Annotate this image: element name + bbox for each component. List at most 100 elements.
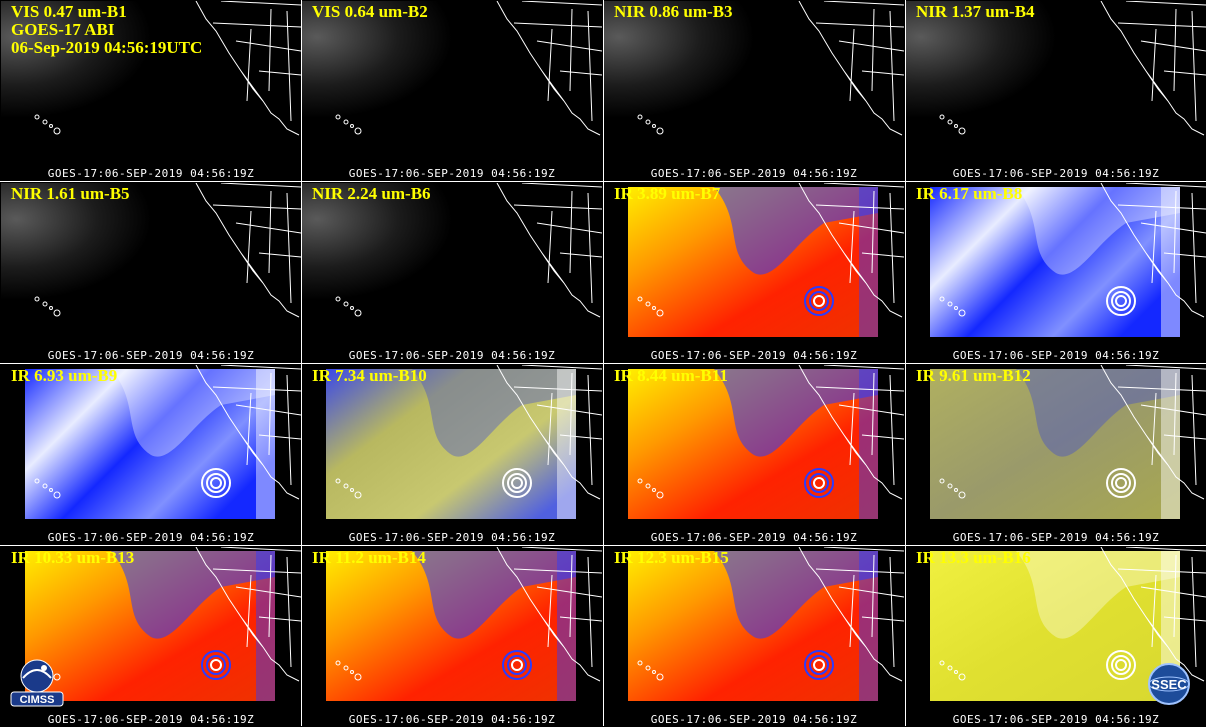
cloud-band xyxy=(111,369,275,457)
svg-text:SSEC: SSEC xyxy=(1151,677,1187,692)
satellite-image xyxy=(628,365,904,519)
coastline xyxy=(195,1,301,136)
hurricane-swirl xyxy=(804,286,834,316)
panel-timestamp: GOES-17:06-SEP-2019 04:56:19Z xyxy=(47,349,255,362)
hurricane-swirl xyxy=(804,468,834,498)
cloud-band xyxy=(1016,551,1180,639)
band-label: IR 12.3 um-B15 xyxy=(614,548,729,567)
cloud-band xyxy=(412,551,576,639)
band-label: IR 11.2 um-B14 xyxy=(312,548,426,567)
hawaii-islands xyxy=(939,296,966,317)
imagery-field xyxy=(930,369,1180,519)
panel-timestamp: GOES-17:06-SEP-2019 04:56:19Z xyxy=(952,531,1160,544)
band-label: IR 3.89 um-B7 xyxy=(614,184,721,203)
band-panel: NIR 2.24 um-B6 GOES-17:06-SEP-2019 04:56:… xyxy=(302,183,602,363)
satellite-image xyxy=(326,365,602,519)
observation-datetime: 06-Sep-2019 04:56:19UTC xyxy=(11,38,203,57)
band-label: IR 7.34 um-B10 xyxy=(312,366,427,385)
band-label: IR 10.33 um-B13 xyxy=(11,548,135,567)
band-label: IR 6.17 um-B8 xyxy=(916,184,1023,203)
cloud-band xyxy=(1016,187,1180,275)
coastline xyxy=(1100,547,1206,682)
band-panel: IR 8.44 um-B11 GOES-17:06-SEP-2019 04:56:… xyxy=(604,365,904,545)
coastal-cloud xyxy=(256,551,275,701)
band-label: IR 6.93 um-B9 xyxy=(11,366,118,385)
hawaii-islands xyxy=(335,114,362,135)
band-label: NIR 1.61 um-B5 xyxy=(11,184,130,203)
band-label: NIR 0.86 um-B3 xyxy=(614,2,733,21)
hurricane-swirl xyxy=(502,468,532,498)
hawaii-islands xyxy=(335,296,362,317)
imagery-field xyxy=(25,369,275,519)
hawaii-islands xyxy=(335,660,362,681)
band-panel: IR 3.89 um-B7 GOES-17:06-SEP-2019 04:56:1… xyxy=(604,183,904,363)
cloud-band xyxy=(111,551,275,639)
satellite-image xyxy=(25,547,301,701)
band-panel: IR 6.93 um-B9 GOES-17:06-SEP-2019 04:56:1… xyxy=(1,365,301,545)
hurricane-swirl xyxy=(1106,650,1136,680)
panel-timestamp: GOES-17:06-SEP-2019 04:56:19Z xyxy=(952,713,1160,726)
hawaii-islands xyxy=(939,114,966,135)
hawaii-islands xyxy=(637,296,664,317)
coastal-cloud xyxy=(859,187,878,337)
imagery-field xyxy=(930,187,1180,337)
hawaii-islands xyxy=(335,478,362,499)
coastline xyxy=(798,183,904,318)
coastline xyxy=(1100,365,1206,500)
band-panel: IR 12.3 um-B15 GOES-17:06-SEP-2019 04:56:… xyxy=(604,547,904,727)
cloud-band xyxy=(714,551,878,639)
band-label: VIS 0.47 um-B1 xyxy=(11,2,127,21)
band-label: IR 9.61 um-B12 xyxy=(916,366,1031,385)
ssec-logo: SSEC xyxy=(1140,660,1198,708)
satellite-image xyxy=(1,183,301,363)
hawaii-islands xyxy=(939,660,966,681)
hurricane-swirl xyxy=(1106,468,1136,498)
satellite-image xyxy=(302,1,602,181)
coastal-cloud xyxy=(256,369,275,519)
band-label: NIR 1.37 um-B4 xyxy=(916,2,1035,21)
panel-timestamp: GOES-17:06-SEP-2019 04:56:19Z xyxy=(348,531,556,544)
hawaii-islands xyxy=(34,296,61,317)
coastal-cloud xyxy=(859,369,878,519)
hawaii-islands xyxy=(637,660,664,681)
panel-timestamp: GOES-17:06-SEP-2019 04:56:19Z xyxy=(348,167,556,180)
coastline xyxy=(798,365,904,500)
cloud-band xyxy=(1016,369,1180,457)
hawaii-islands xyxy=(34,114,61,135)
coastline xyxy=(195,547,301,682)
band-panel: VIS 0.47 um-B1 GOES-17 ABI 06-Sep-2019 04:… xyxy=(1,1,301,181)
satellite-image xyxy=(628,183,904,337)
satellite-image xyxy=(25,365,301,519)
imagery-field xyxy=(930,551,1180,701)
panel-timestamp: GOES-17:06-SEP-2019 04:56:19Z xyxy=(650,531,858,544)
cimss-logo: CIMSS xyxy=(8,656,66,708)
svg-text:CIMSS: CIMSS xyxy=(20,694,55,706)
panel-timestamp: GOES-17:06-SEP-2019 04:56:19Z xyxy=(348,349,556,362)
satellite-image xyxy=(930,365,1206,519)
panel-timestamp: GOES-17:06-SEP-2019 04:56:19Z xyxy=(348,713,556,726)
coastal-cloud xyxy=(557,551,576,701)
panel-timestamp: GOES-17:06-SEP-2019 04:56:19Z xyxy=(650,349,858,362)
cloud-band xyxy=(412,369,576,457)
band-panel: NIR 1.37 um-B4 GOES-17:06-SEP-2019 04:56:… xyxy=(906,1,1206,181)
satellite-image xyxy=(906,1,1206,181)
satellite-image xyxy=(930,183,1206,337)
coastline xyxy=(496,183,602,318)
panel-timestamp: GOES-17:06-SEP-2019 04:56:19Z xyxy=(47,713,255,726)
panel-timestamp: GOES-17:06-SEP-2019 04:56:19Z xyxy=(952,167,1160,180)
cloud-band xyxy=(714,187,878,275)
band-panel: IR 9.61 um-B12 GOES-17:06-SEP-2019 04:56:… xyxy=(906,365,1206,545)
coastline xyxy=(195,183,301,318)
band-label: NIR 2.24 um-B6 xyxy=(312,184,431,203)
panel-timestamp: GOES-17:06-SEP-2019 04:56:19Z xyxy=(47,531,255,544)
hurricane-swirl xyxy=(201,650,231,680)
satellite-image xyxy=(604,1,904,181)
coastal-cloud xyxy=(557,369,576,519)
panel-timestamp: GOES-17:06-SEP-2019 04:56:19Z xyxy=(952,349,1160,362)
hawaii-islands xyxy=(637,114,664,135)
hawaii-islands xyxy=(939,478,966,499)
coastal-cloud xyxy=(1161,187,1180,337)
band-label: IR 13.3 um-B16 xyxy=(916,548,1031,567)
satellite-image xyxy=(930,547,1206,701)
